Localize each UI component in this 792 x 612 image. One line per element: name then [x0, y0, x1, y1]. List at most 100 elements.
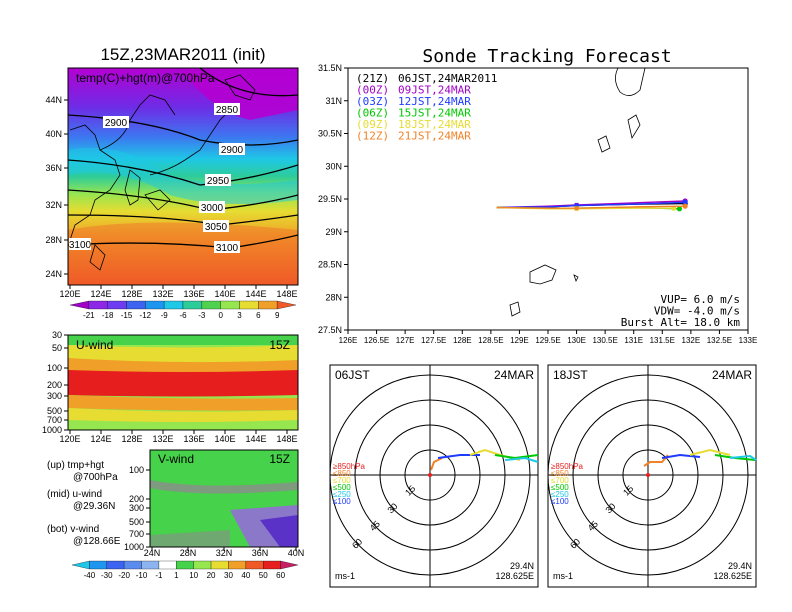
u-wind-lon-labels: 120E 124E 128E 132E 136E 140E 144E 148E [59, 430, 298, 444]
track-legend: (21Z) 06JST,24MAR2011 (00Z) 09JST,24MAR (03Z… [356, 72, 497, 143]
polar-level-label: ≥850hPa [333, 462, 366, 471]
track-lat-label: 30N [325, 161, 342, 171]
map-lat-label: 36N [45, 163, 62, 173]
polar-level-label: ≤250 [551, 490, 569, 499]
polar-level-label: ≤100 [333, 497, 351, 506]
polar-frame [329, 364, 539, 588]
map-label: temp(C)+hgt(m)@700hPa [76, 71, 215, 85]
u-lon-label: 144E [245, 434, 266, 444]
colorbar-swatch [88, 300, 108, 310]
u-lon-label: 148E [276, 434, 297, 444]
colorbar-swatch [210, 560, 229, 570]
u-level-label: 1000 [42, 425, 62, 435]
polar-time: 06JST [335, 368, 370, 382]
map-lon-label: 132E [152, 289, 173, 299]
track-lon-label: 126E [339, 336, 358, 345]
map-lon-label: 128E [121, 289, 142, 299]
polar-loc-lat: 29.4N [510, 561, 534, 571]
colorbar-label: 60 [276, 571, 285, 580]
polar-loc-lon: 128.625E [495, 571, 534, 581]
track-lat-label: 28.5N [318, 260, 342, 270]
hodograph-line [437, 454, 480, 459]
map-lon-label: 144E [245, 289, 266, 299]
track-legend-code: (12Z) [356, 130, 389, 143]
colorbar-swatch [107, 300, 127, 310]
polar-level-label: ≤700 [333, 476, 351, 485]
colorbar-label: -21 [83, 311, 95, 320]
colorbar-swatch [69, 300, 89, 310]
svg-text:2900: 2900 [105, 118, 128, 129]
svg-text:3100: 3100 [69, 240, 92, 251]
track-param: VDW= -4.0 m/s [654, 305, 740, 318]
track-lat-label: 31N [325, 96, 342, 106]
polar-ring-label: 30 [603, 501, 617, 515]
track-legend-text: 09JST,24MAR [398, 84, 471, 97]
track-lines [496, 198, 688, 212]
track-legend-code: (09Z) [356, 118, 389, 131]
track-lat-label: 31.5N [318, 63, 342, 73]
polar-ring-label: 30 [385, 501, 399, 515]
track-lat-label: 30.5N [318, 129, 342, 139]
svg-text:2850: 2850 [216, 105, 239, 116]
colorbar-label: -1 [155, 571, 163, 580]
track-end-marker [676, 206, 683, 212]
u-wind-field [68, 335, 298, 430]
map-lat-labels: 44N 40N 36N 32N 28N 24N [45, 95, 68, 279]
polar-date: 24MAR [712, 368, 752, 382]
colorbar-swatch [220, 300, 240, 310]
track-lon-label: 131.5E [650, 336, 675, 345]
u-lon-label: 128E [121, 434, 142, 444]
track-lon-label: 129E [510, 336, 529, 345]
note-line: (up) tmp+hgt [47, 460, 104, 471]
track-lat-label: 28N [325, 292, 342, 302]
colorbar-swatch [201, 300, 221, 310]
track-legend-text: 21JST,24MAR [398, 130, 471, 143]
polar-level-label: ≤500 [333, 483, 351, 492]
colorbar-label: -20 [118, 571, 130, 580]
colorbar-swatch [277, 300, 297, 310]
hodograph-line [430, 457, 443, 471]
track-legend-text: 06JST,24MAR2011 [398, 72, 497, 85]
u-level-label: 100 [47, 363, 62, 373]
track-axes: 31.5N31N30.5N30N29.5N29N28.5N28N27.5N126… [318, 63, 757, 345]
colorbar-swatch [124, 560, 142, 570]
u-wind-frame [67, 334, 299, 431]
polar-level-label: ≥850hPa [551, 462, 584, 471]
note-line: (bot) v-wind [47, 524, 99, 535]
map-lat-label: 44N [45, 95, 62, 105]
track-lon-label: 132E [682, 336, 701, 345]
colorbar-label: -6 [179, 311, 187, 320]
u-level-label: 50 [52, 343, 62, 353]
track-lon-label: 132.5E [707, 336, 732, 345]
track-mid-marker [574, 203, 579, 208]
polar-level-label: ≤850 [551, 469, 569, 478]
colorbar-label: -9 [161, 311, 169, 320]
colorbar-swatch [145, 300, 165, 310]
track-lon-label: 131E [624, 336, 643, 345]
v-wind-field [150, 450, 298, 547]
track-lon-label: 127.5E [421, 336, 446, 345]
u-lon-label: 136E [183, 434, 204, 444]
v-level-label: 700 [129, 529, 144, 539]
polar-level-label: ≤850 [333, 469, 351, 478]
v-wind-label: V-wind [158, 452, 194, 466]
track-lon-label: 130.5E [592, 336, 617, 345]
v-wind-lat-labels: 24N 28N 32N 36N 40N [144, 547, 304, 558]
track-lon-label: 129.5E [535, 336, 560, 345]
colorbar-label: -3 [198, 311, 206, 320]
map-frame [67, 67, 299, 286]
map-field [68, 68, 298, 285]
colorbar-label: -30 [101, 571, 113, 580]
colorbar-label: 3 [237, 311, 242, 320]
colorbar-swatch [71, 560, 90, 570]
colorbar-label: 10 [189, 571, 198, 580]
track-legend-code: (00Z) [356, 84, 389, 97]
legend-notes: (up) tmp+hgt@700hPa (mid) u-wind@29.36N (b… [47, 460, 121, 547]
polar-ring-label: 60 [350, 537, 364, 551]
colorbar-swatch [228, 560, 246, 570]
